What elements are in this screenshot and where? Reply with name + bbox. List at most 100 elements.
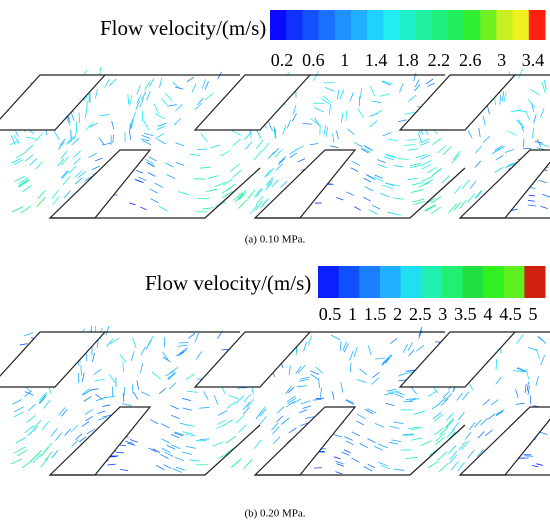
colorbar-tick-label: 3 [438,304,447,324]
velocity-vector [445,419,455,429]
velocity-vector [151,371,161,380]
velocity-vector [531,128,535,139]
velocity-vector [13,411,24,418]
velocity-vector [194,102,203,111]
velocity-vector [360,148,369,154]
upper-block [398,331,517,388]
velocity-vector [88,152,97,158]
velocity-vector [442,146,452,156]
velocity-vector [129,131,132,140]
velocity-vector [374,422,385,428]
velocity-vector [390,337,398,344]
velocity-vector [268,122,273,132]
velocity-vector [344,436,353,441]
velocity-vector [467,130,473,139]
velocity-vector [34,161,43,170]
velocity-vector [476,448,485,457]
velocity-vector [75,433,83,440]
velocity-vector [467,193,475,203]
colorbar-swatch [379,266,402,298]
velocity-vector [542,193,550,198]
velocity-vector [161,438,170,444]
velocity-vector [25,144,34,152]
velocity-vector [353,142,363,148]
velocity-vector [291,113,297,122]
velocity-vector [538,179,548,184]
velocity-vector [271,179,279,188]
velocity-vector [238,199,248,209]
velocity-vector [237,387,248,389]
velocity-vector [424,204,436,211]
velocity-vector [238,191,247,201]
colorbar-swatch [441,266,463,298]
velocity-vector [289,152,298,158]
velocity-vector [85,122,94,131]
velocity-vector [325,126,329,138]
velocity-vector [14,406,24,413]
colorbar-tick-label: 5 [529,304,538,324]
velocity-vector [374,357,386,360]
velocity-vector [535,348,540,360]
velocity-vector [243,393,252,403]
velocity-vector [140,346,146,356]
velocity-vector [405,457,418,460]
velocity-vector [74,170,83,178]
colorbar-swatch [302,10,320,40]
velocity-vector [379,93,391,97]
velocity-vector [134,178,142,183]
velocity-vector [409,163,421,167]
velocity-vector [276,406,285,414]
velocity-vector [164,162,174,168]
velocity-vector [367,345,372,356]
velocity-vector [140,206,147,211]
velocity-vector [526,381,529,392]
velocity-vector [24,154,34,162]
velocity-vector [129,439,138,443]
colorbar-swatch [399,10,417,40]
velocity-vector [207,175,219,179]
velocity-vector [377,159,386,164]
velocity-vector [13,134,20,145]
colorbar-swatch [270,10,287,40]
velocity-vector [11,206,24,213]
velocity-vector [416,344,425,352]
velocity-vector [255,195,264,206]
velocity-vector [158,205,168,212]
velocity-vector [286,395,296,402]
velocity-vector [394,393,404,398]
velocity-vector [261,142,270,152]
velocity-vector [80,365,82,376]
velocity-vector [255,411,263,420]
velocity-vector [148,447,157,453]
velocity-vector [517,68,524,79]
velocity-vector [408,349,415,357]
velocity-vector [372,100,382,104]
velocity-vector [410,426,423,431]
velocity-vector [458,412,465,421]
velocity-vector [459,199,467,209]
velocity-vector [22,184,32,193]
colorbar-tick-label: 3.4 [522,50,545,70]
velocity-vector [377,163,388,169]
velocity-vector [342,341,347,351]
velocity-vector [250,204,258,214]
velocity-vector [228,394,239,400]
velocity-vector [359,368,368,376]
velocity-vector [51,189,60,199]
colorbar-tick-label: 0.5 [319,304,342,324]
velocity-vector [123,386,126,397]
velocity-vector [138,176,147,181]
velocity-vector [175,351,185,357]
velocity-vector [330,145,339,149]
velocity-vector [20,205,32,214]
colorbar-swatch [359,266,381,298]
velocity-vector [345,110,348,121]
velocity-vector [388,391,399,393]
velocity-vector [55,432,63,441]
velocity-vector [105,395,116,399]
velocity-vector [341,451,350,456]
velocity-vector [232,192,243,201]
velocity-vector [157,139,167,145]
lower-block [458,406,550,476]
colorbar-swatch [421,266,443,298]
